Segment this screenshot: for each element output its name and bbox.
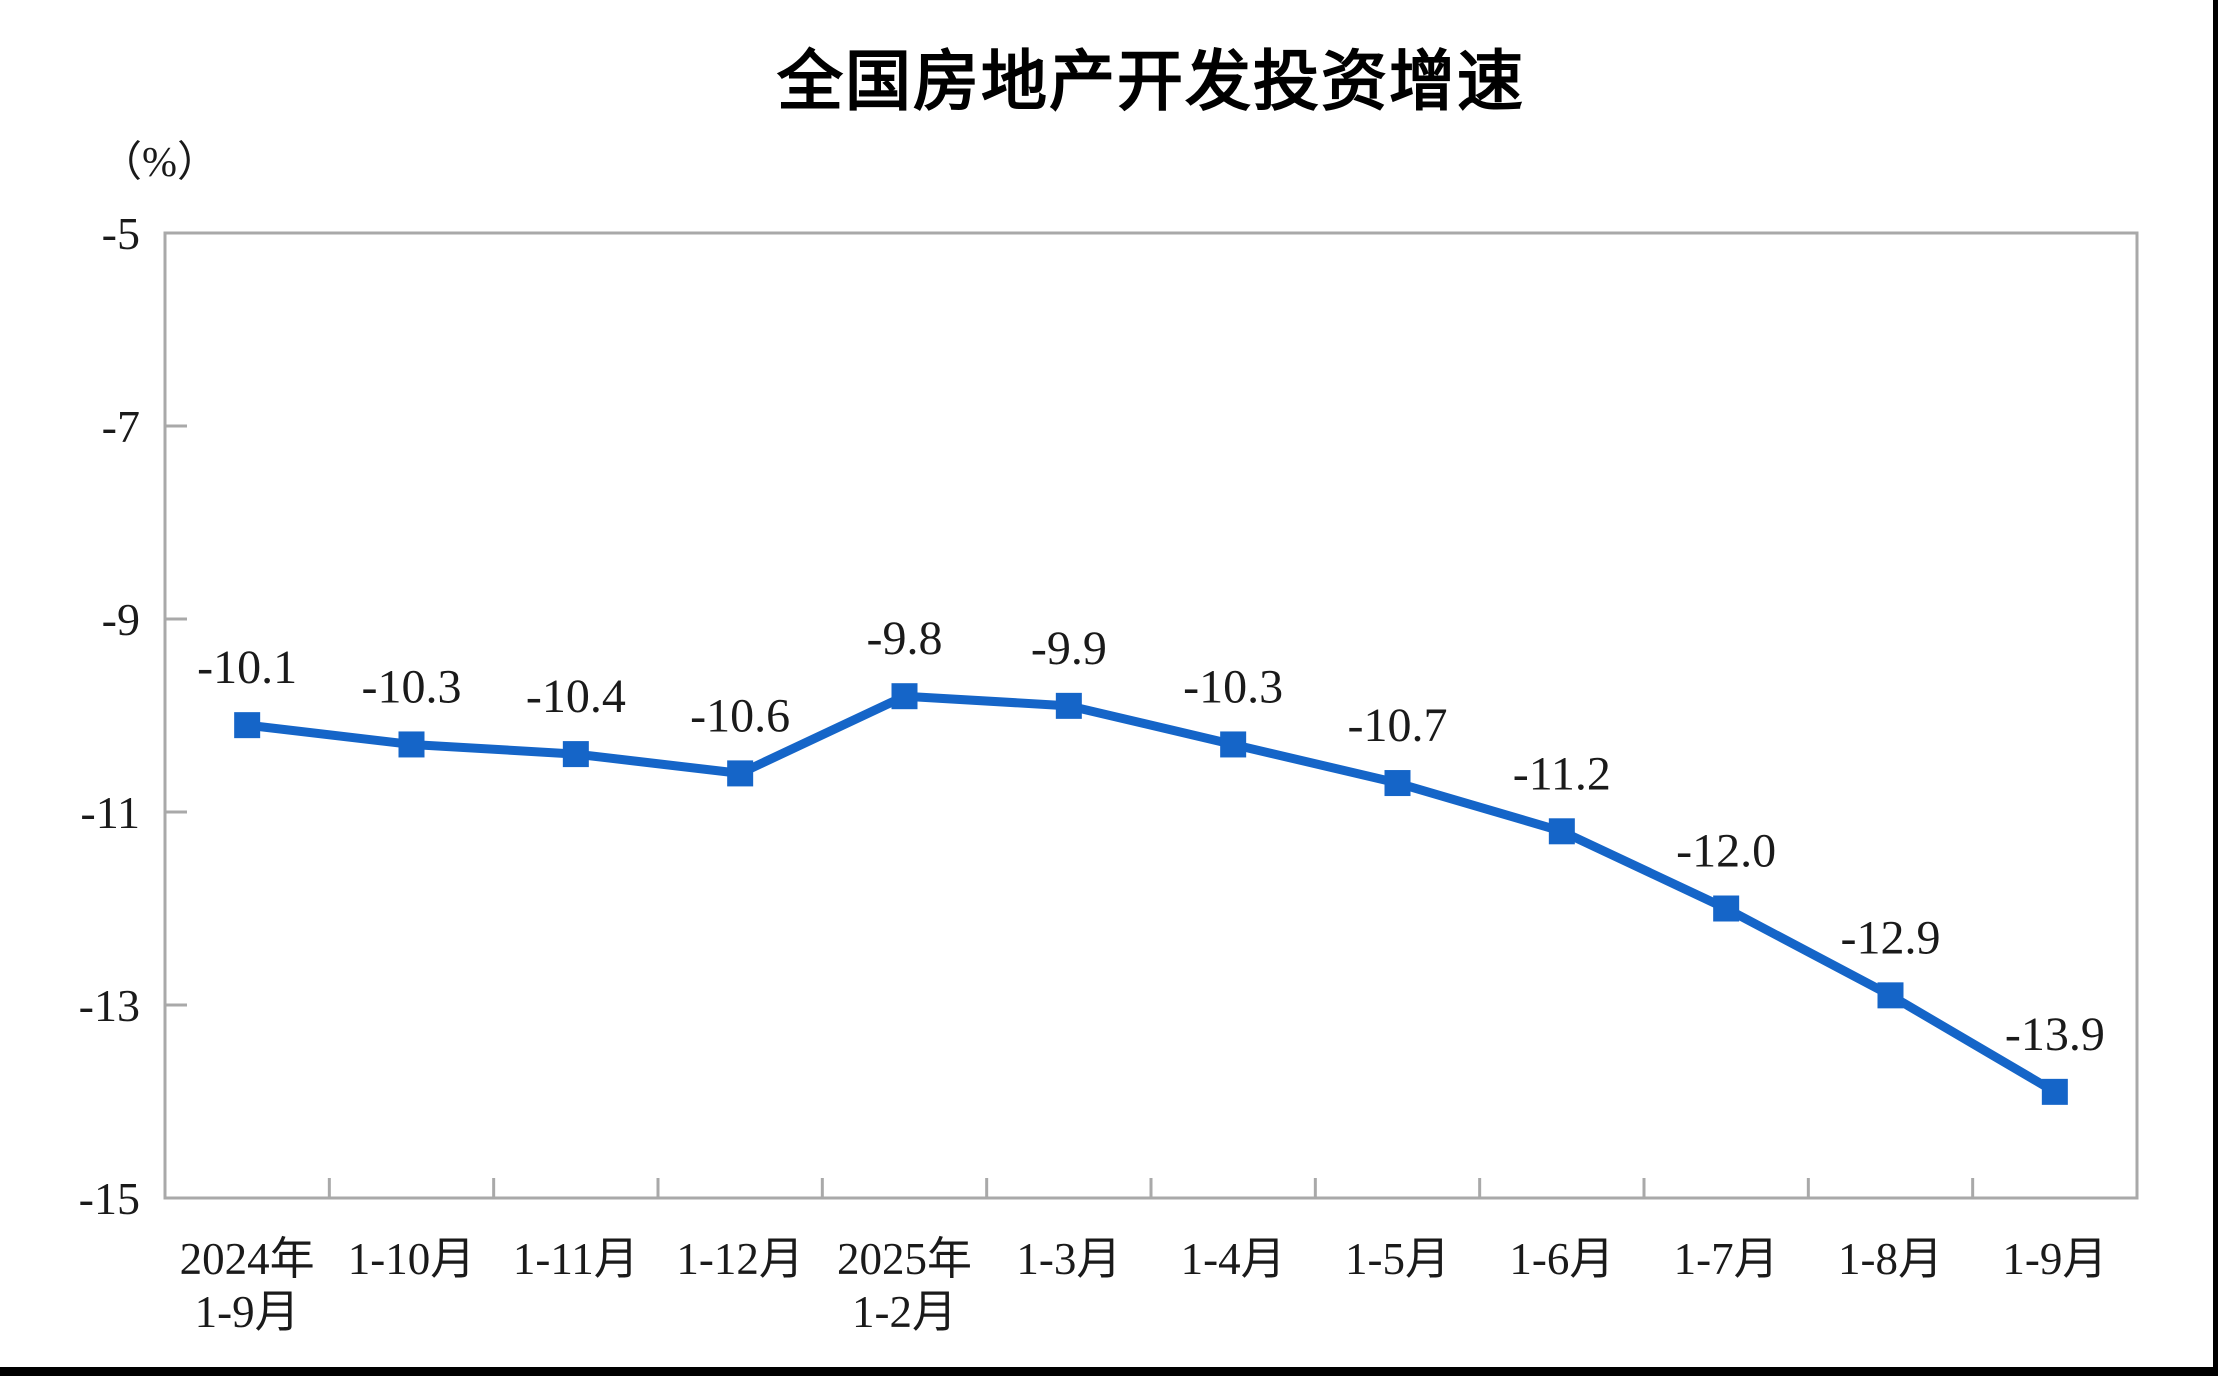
y-axis-tick-label: -9: [102, 594, 140, 645]
data-point-label: -10.4: [526, 670, 626, 723]
data-point-label: -10.3: [1183, 660, 1283, 713]
data-point-marker: [891, 683, 918, 710]
data-point-label: -10.6: [690, 689, 790, 742]
y-axis-tick-label: -15: [79, 1173, 140, 1224]
x-axis-category-label: 1-4月: [1181, 1234, 1286, 1284]
x-axis-category-label: 1-9月: [195, 1287, 300, 1337]
x-axis-category-label: 1-7月: [1674, 1234, 1779, 1284]
data-point-marker: [562, 741, 589, 768]
data-point-marker: [1055, 692, 1082, 719]
y-axis-tick-label: -11: [80, 787, 140, 838]
x-axis-category-label: 1-10月: [348, 1234, 476, 1284]
data-point-marker: [2041, 1078, 2068, 1105]
data-point-marker: [727, 760, 754, 787]
data-point-marker: [1384, 770, 1411, 797]
x-axis-category-label: 1-2月: [852, 1287, 957, 1337]
data-point-marker: [1548, 818, 1575, 845]
data-point-marker: [234, 712, 261, 739]
data-point-label: -13.9: [2005, 1008, 2105, 1061]
data-point-label: -9.8: [867, 612, 943, 665]
data-point-label: -10.3: [362, 660, 462, 713]
data-point-marker: [1877, 982, 1904, 1009]
x-axis-category-label: 1-5月: [1345, 1234, 1450, 1284]
x-axis-category-label: 1-9月: [2002, 1234, 2107, 1284]
y-axis-tick-label: -5: [102, 208, 140, 259]
data-point-label: -11.2: [1513, 747, 1611, 800]
x-axis-category-label: 1-12月: [676, 1234, 804, 1284]
x-axis-category-label: 1-8月: [1838, 1234, 1943, 1284]
data-point-label: -10.1: [197, 641, 297, 694]
data-point-label: -12.9: [1841, 911, 1941, 964]
data-point-marker: [398, 731, 425, 758]
bottom-edge-bar: [0, 1367, 2218, 1376]
data-point-marker: [1713, 895, 1740, 922]
x-axis-category-label: 1-3月: [1016, 1234, 1121, 1284]
data-line: [242, 691, 2060, 1097]
y-axis-tick-label: -13: [79, 980, 140, 1031]
data-point-marker: [1220, 731, 1247, 758]
chart-title: 全国房地产开发投资增速: [777, 44, 1525, 118]
data-point-label: -12.0: [1676, 825, 1776, 878]
x-axis-category-label: 1-6月: [1509, 1234, 1614, 1284]
plot-border: [163, 231, 2139, 1200]
y-axis-tick-label: -7: [102, 401, 140, 452]
x-axis-category-label: 1-11月: [513, 1234, 639, 1284]
y-axis-unit-label: （%）: [100, 140, 219, 186]
data-point-label: -9.9: [1031, 622, 1107, 675]
data-point-label: -10.7: [1348, 699, 1448, 752]
right-edge-bar: [2213, 0, 2218, 1376]
x-axis-category-label: 2025年: [837, 1234, 972, 1284]
x-axis-category-label: 2024年: [180, 1234, 315, 1284]
